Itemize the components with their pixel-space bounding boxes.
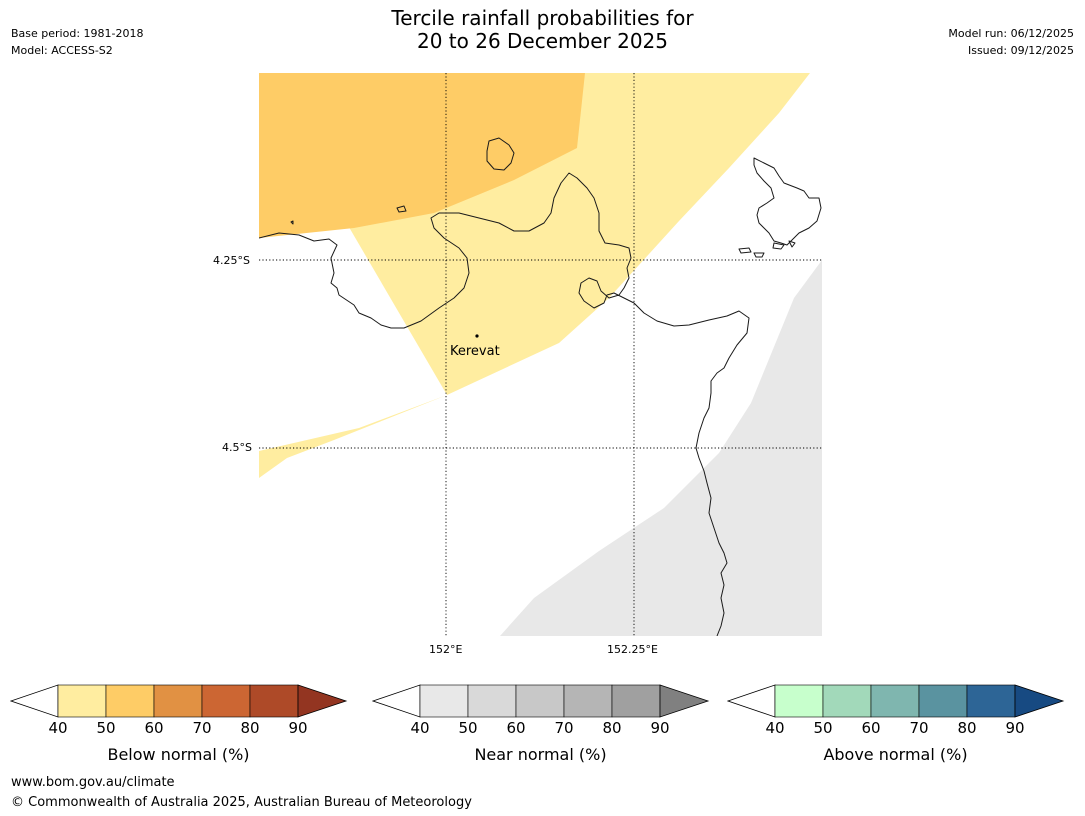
colorbar-near-segment — [563, 684, 613, 718]
coastline-gazelle-peninsula — [259, 172, 750, 636]
colorbar-below-tick-label: 90 — [288, 719, 308, 737]
colorbar-below-graphic — [10, 684, 348, 718]
colorbar-near-segment — [611, 684, 661, 718]
coastline-islet-1 — [396, 205, 407, 213]
near-normal-region — [500, 260, 822, 636]
lat-label-4-25S: 4.25°S — [213, 254, 250, 267]
kerevat-label: Kerevat — [450, 344, 500, 359]
colorbar-below-segment — [153, 684, 203, 718]
colorbar-above-segment — [822, 684, 872, 718]
rainfall-probability-map: Kerevat — [259, 73, 822, 636]
colorbar-near-tick-label: 50 — [458, 719, 478, 737]
colorbar-near-tick-label: 70 — [554, 719, 574, 737]
colorbar-below-tick-label: 40 — [48, 719, 68, 737]
model-text: Model: ACCESS-S2 — [11, 44, 113, 57]
lon-label-152-25E: 152.25°E — [607, 643, 658, 656]
header-left: Base period: 1981-2018 Model: ACCESS-S2 — [11, 25, 143, 59]
colorbar-above-segment — [966, 684, 1016, 718]
coastline-small-island-north — [486, 137, 515, 171]
coastline-islet-2 — [290, 220, 294, 225]
title-line-2: 20 to 26 December 2025 — [416, 29, 668, 53]
colorbar-below-segment — [249, 684, 299, 718]
colorbar-near-tick-label: 40 — [410, 719, 430, 737]
issued-text: Issued: 09/12/2025 — [967, 44, 1074, 57]
coastline-islet-6 — [788, 240, 796, 248]
header-right: Model run: 06/12/2025 Issued: 09/12/2025 — [948, 25, 1074, 59]
title-line-1: Tercile rainfall probabilities for — [391, 6, 694, 30]
colorbar-above-tick-label: 50 — [813, 719, 833, 737]
colorbar-above-tick-label: 90 — [1005, 719, 1025, 737]
coastline-islet-4 — [753, 252, 765, 258]
page-title: Tercile rainfall probabilities for 20 to… — [0, 7, 1085, 53]
colorbar-below-segment — [201, 684, 251, 718]
colorbar-below-segment — [105, 684, 155, 718]
colorbar-below-tick-label: 50 — [96, 719, 116, 737]
colorbar-near-tick-label: 80 — [602, 719, 622, 737]
colorbar-above-segment — [870, 684, 920, 718]
colorbar-below-title: Below normal (%) — [107, 745, 250, 764]
colorbar-near-min-extend — [372, 684, 421, 718]
colorbar-above-tick-label: 80 — [957, 719, 977, 737]
colorbar-below-tick-label: 80 — [240, 719, 260, 737]
coastline-duke-of-york-islands — [753, 157, 822, 246]
lon-label-152E: 152°E — [429, 643, 463, 656]
colorbar-above-graphic — [727, 684, 1065, 718]
colorbar-below-tick-label: 60 — [144, 719, 164, 737]
colorbar-near-tick-label: 90 — [650, 719, 670, 737]
kerevat-marker — [475, 334, 479, 338]
lat-label-4-5S: 4.5°S — [222, 441, 252, 454]
colorbar-above-min-extend — [727, 684, 776, 718]
colorbar-near-title: Near normal (%) — [474, 745, 607, 764]
colorbar-near-segment — [467, 684, 517, 718]
colorbar-near-graphic — [372, 684, 710, 718]
colorbar-above-tick-label: 70 — [909, 719, 929, 737]
below-normal-60-region — [259, 73, 585, 238]
colorbar-below-segment — [57, 684, 107, 718]
footer-copyright: © Commonwealth of Australia 2025, Austra… — [11, 795, 472, 810]
colorbar-above-segment — [918, 684, 968, 718]
colorbar-above-tick-label: 40 — [765, 719, 785, 737]
base-period-text: Base period: 1981-2018 — [11, 27, 144, 40]
colorbar-above-title: Above normal (%) — [823, 745, 968, 764]
colorbar-below-tick-label: 70 — [192, 719, 212, 737]
colorbar-above-max-extend — [1014, 684, 1065, 718]
colorbar-near-segment — [515, 684, 565, 718]
colorbar-near-tick-label: 60 — [506, 719, 526, 737]
colorbar-below-max-extend — [297, 684, 348, 718]
colorbar-near-segment — [419, 684, 469, 718]
colorbar-above-segment — [774, 684, 824, 718]
coastline-islet-5 — [772, 242, 785, 250]
coastline — [259, 137, 822, 636]
colorbar-near-max-extend — [659, 684, 710, 718]
footer-url: www.bom.gov.au/climate — [11, 775, 175, 790]
colorbar-below-min-extend — [10, 684, 59, 718]
coastline-islet-3 — [738, 247, 752, 254]
colorbar-above-tick-label: 60 — [861, 719, 881, 737]
model-run-text: Model run: 06/12/2025 — [948, 27, 1074, 40]
